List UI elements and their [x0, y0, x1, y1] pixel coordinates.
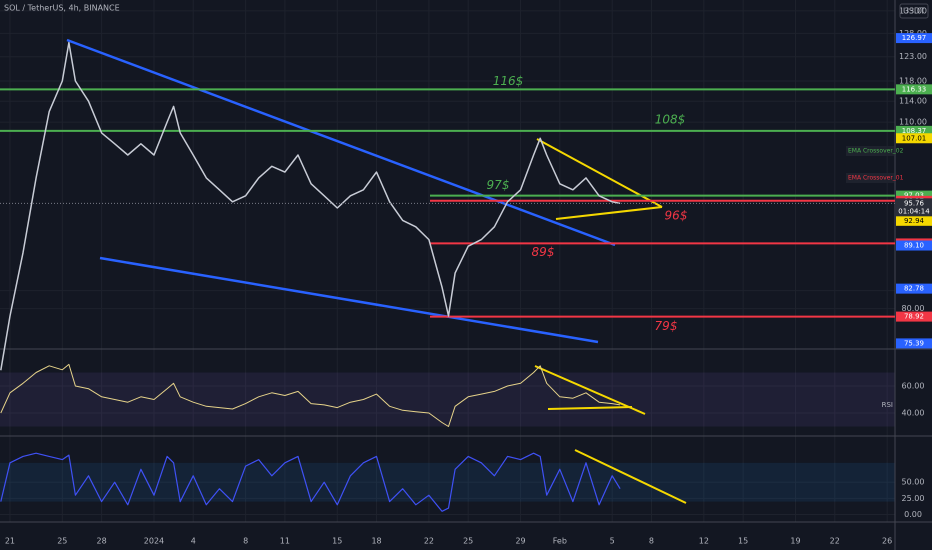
level-label: 79$: [655, 319, 678, 333]
price-tag-label: 89.10: [904, 242, 924, 250]
x-tick-label: 19: [790, 537, 800, 546]
x-tick-label: 22: [424, 537, 434, 546]
grid: [0, 0, 895, 522]
currency-box: [899, 3, 929, 19]
price-tag: [896, 125, 932, 136]
x-tick-label: 29: [515, 537, 525, 546]
price-tag-label: 116.33: [902, 85, 927, 93]
x-tick-label: 22: [830, 537, 840, 546]
legend-label: EMA Crossover_01: [848, 175, 904, 182]
y-tick-label: 80.00: [902, 304, 925, 313]
level-label: 97$: [487, 178, 510, 192]
x-tick-label: 11: [280, 537, 290, 546]
indicator-band: [0, 462, 895, 502]
price-tag-label: 75.39: [904, 339, 924, 347]
x-tick-label: 12: [699, 537, 709, 546]
price-tag-label: 126.97: [902, 34, 927, 42]
current-price-label: 95.76: [904, 199, 925, 207]
price-tag-label: 78.92: [904, 313, 924, 321]
data-line: [0, 363, 621, 427]
price-tag: [896, 133, 932, 144]
y-tick-label: 114.00: [899, 97, 927, 106]
price-tag-label: 107.01: [902, 134, 927, 142]
price-tag: [896, 311, 932, 322]
price-tag-label: 97.03: [904, 192, 924, 200]
x-tick-label: 18: [371, 537, 381, 546]
y-tick-label: 25.00: [902, 494, 925, 503]
x-tick-label: 15: [738, 537, 748, 546]
legend-box: [846, 173, 894, 183]
data-line: [0, 452, 621, 512]
triangle-line: [547, 406, 633, 410]
x-tick-label: 8: [243, 537, 248, 546]
current-price-tag: [896, 198, 932, 217]
price-tag-label: 92.94: [904, 217, 925, 225]
marks: 21 25 28 2024 4 8 11 15 18 22 25 29 Feb 5 8 12 15 19 22 26 1…: [0, 6, 932, 546]
triangle-line: [534, 365, 646, 415]
x-tick-label: 8: [649, 537, 654, 546]
x-tick-label: 21: [5, 537, 15, 546]
x-tick-label: 15: [332, 537, 342, 546]
data-line: [0, 41, 621, 371]
y-tick-label: 60.00: [902, 382, 925, 391]
y-tick-label: 0.00: [904, 510, 922, 519]
x-tick-label: 25: [57, 537, 67, 546]
currency: USDT: [903, 7, 925, 16]
y-tick-label: 50.00: [902, 478, 925, 487]
price-tag: [896, 190, 932, 201]
countdown: 01:04:14: [898, 207, 930, 215]
y-tick-label: 40.00: [902, 409, 925, 418]
trendline: [99, 256, 599, 344]
x-tick-label: 2024: [144, 537, 164, 546]
x-tick-label: 4: [191, 537, 196, 546]
trendline: [66, 38, 616, 247]
price-tag: [896, 240, 932, 251]
x-tick-label: 25: [463, 537, 473, 546]
x-tick-label: Feb: [553, 537, 567, 546]
y-tick-label: 118.00: [899, 76, 927, 85]
triangle-line: [574, 449, 687, 504]
rsi-label: RSI: [882, 401, 893, 409]
level-label: 108$: [655, 112, 686, 126]
price-tag: [896, 338, 932, 349]
x-tick-label: 28: [97, 537, 107, 546]
price-tag: [896, 283, 932, 294]
x-tick-label: 26: [882, 537, 892, 546]
price-tag: [896, 84, 932, 95]
indicator-band: [0, 372, 895, 427]
legend-box: [846, 146, 894, 156]
triangle-line: [555, 206, 663, 220]
price-tag-label: 108.37: [902, 127, 927, 135]
y-tick-label: 133.00: [899, 6, 927, 15]
chart-title: SOL / TetherUS, 4h, BINANCE: [4, 4, 120, 13]
legend-label: EMA Crossover_02: [848, 148, 904, 155]
price-tag-label: 82.78: [904, 285, 924, 293]
level-label: 89$: [532, 245, 555, 259]
price-tag: [896, 215, 932, 226]
y-tick-label: 123.00: [899, 52, 927, 61]
level-label: 96$: [665, 208, 688, 222]
y-tick-label: 110.00: [899, 118, 927, 127]
price-tag: [896, 33, 932, 44]
level-label: 116$: [493, 74, 524, 88]
x-tick-label: 5: [610, 537, 615, 546]
